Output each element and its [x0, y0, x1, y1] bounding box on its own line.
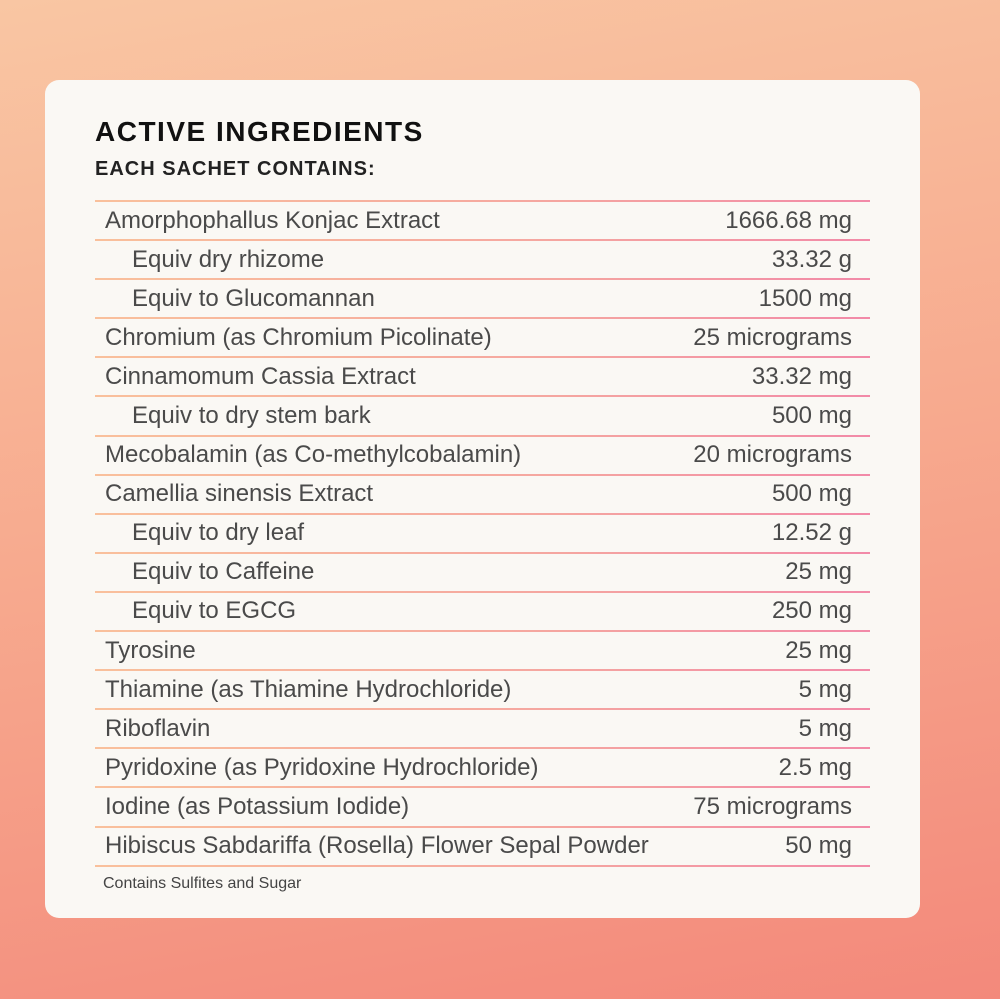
table-row: Camellia sinensis Extract 500 mg: [95, 476, 870, 513]
table-row: Hibiscus Sabdariffa (Rosella) Flower Sep…: [95, 828, 870, 865]
ingredient-amount: 1500 mg: [758, 284, 852, 312]
page-title: ACTIVE INGREDIENTS: [95, 116, 424, 147]
ingredient-name: Equiv to Glucomannan: [132, 284, 375, 312]
ingredient-amount: 25 mg: [785, 558, 852, 586]
ingredient-name: Chromium (as Chromium Picolinate): [105, 323, 492, 351]
divider: [95, 395, 870, 398]
divider: [95, 747, 870, 750]
table-row: Cinnamomum Cassia Extract 33.32 mg: [95, 358, 870, 395]
table-row: Amorphophallus Konjac Extract 1666.68 mg: [95, 202, 870, 239]
ingredient-name: Equiv to dry leaf: [132, 519, 305, 547]
table-row: Mecobalamin (as Co-methylcobalamin) 20 m…: [95, 437, 870, 474]
divider: [95, 630, 870, 633]
ingredient-name: Tyrosine: [105, 636, 196, 664]
table-row: Tyrosine 25 mg: [95, 632, 870, 669]
ingredients-table: Amorphophallus Konjac Extract 1666.68 mg…: [95, 200, 870, 867]
ingredient-name: Cinnamomum Cassia Extract: [105, 362, 416, 390]
table-row: Thiamine (as Thiamine Hydrochloride) 5 m…: [95, 671, 870, 708]
ingredient-amount: 500 mg: [771, 402, 852, 430]
divider: [95, 590, 870, 593]
ingredients-card: ACTIVE INGREDIENTS EACH SACHET CONTAINS:…: [45, 80, 920, 918]
divider: [95, 239, 870, 242]
ingredient-name: Equiv dry rhizome: [132, 245, 325, 273]
footnote: Contains Sulfites and Sugar: [103, 875, 302, 892]
divider: [95, 669, 870, 672]
table-row: Equiv to EGCG 250 mg: [95, 593, 870, 630]
ingredient-amount: 25 micrograms: [693, 323, 852, 351]
divider: [95, 708, 870, 711]
divider: [95, 317, 870, 320]
ingredient-amount: 20 micrograms: [693, 441, 852, 469]
table-row: Iodine (as Potassium Iodide) 75 microgra…: [95, 788, 870, 825]
table-row: Equiv to dry leaf 12.52 g: [95, 515, 870, 552]
ingredient-amount: 250 mg: [771, 597, 852, 625]
ingredient-amount: 25 mg: [785, 636, 852, 664]
ingredient-amount: 5 mg: [798, 714, 852, 742]
divider: [95, 512, 870, 515]
divider: [95, 356, 870, 359]
divider: [95, 825, 870, 828]
table-row: Riboflavin 5 mg: [95, 710, 870, 747]
table-row: Equiv dry rhizome 33.32 g: [95, 241, 870, 278]
ingredient-name: Equiv to dry stem bark: [132, 402, 371, 430]
divider: [95, 786, 870, 789]
ingredient-name: Pyridoxine (as Pyridoxine Hydrochloride): [105, 753, 539, 781]
ingredient-amount: 50 mg: [785, 832, 852, 860]
divider: [95, 551, 870, 554]
ingredient-amount: 75 micrograms: [693, 792, 852, 820]
divider: [95, 473, 870, 476]
table-row: Pyridoxine (as Pyridoxine Hydrochloride)…: [95, 749, 870, 786]
ingredient-amount: 5 mg: [798, 675, 852, 703]
ingredient-amount: 500 mg: [771, 480, 852, 508]
ingredient-amount: 33.32 mg: [751, 362, 852, 390]
divider: [95, 278, 870, 281]
table-row: Equiv to Caffeine 25 mg: [95, 554, 870, 591]
ingredient-amount: 2.5 mg: [778, 753, 852, 781]
ingredient-name: Thiamine (as Thiamine Hydrochloride): [105, 675, 512, 703]
ingredient-amount: 33.32 g: [771, 245, 852, 273]
ingredient-name: Riboflavin: [105, 714, 211, 742]
ingredient-name: Hibiscus Sabdariffa (Rosella) Flower Sep…: [105, 832, 649, 860]
ingredient-name: Camellia sinensis Extract: [105, 480, 374, 508]
ingredient-amount: 1666.68 mg: [725, 206, 852, 234]
divider: [95, 434, 870, 437]
table-row: Equiv to Glucomannan 1500 mg: [95, 280, 870, 317]
table-row: Chromium (as Chromium Picolinate) 25 mic…: [95, 319, 870, 356]
ingredient-name: Equiv to Caffeine: [132, 558, 315, 586]
divider: [95, 864, 870, 867]
table-row: Equiv to dry stem bark 500 mg: [95, 397, 870, 434]
ingredient-name: Mecobalamin (as Co-methylcobalamin): [105, 441, 522, 469]
ingredient-name: Iodine (as Potassium Iodide): [105, 792, 410, 820]
ingredient-name: Equiv to EGCG: [132, 597, 297, 625]
ingredient-amount: 12.52 g: [771, 519, 852, 547]
subtitle: EACH SACHET CONTAINS:: [95, 158, 376, 180]
ingredient-name: Amorphophallus Konjac Extract: [105, 206, 440, 234]
divider: [95, 200, 870, 202]
